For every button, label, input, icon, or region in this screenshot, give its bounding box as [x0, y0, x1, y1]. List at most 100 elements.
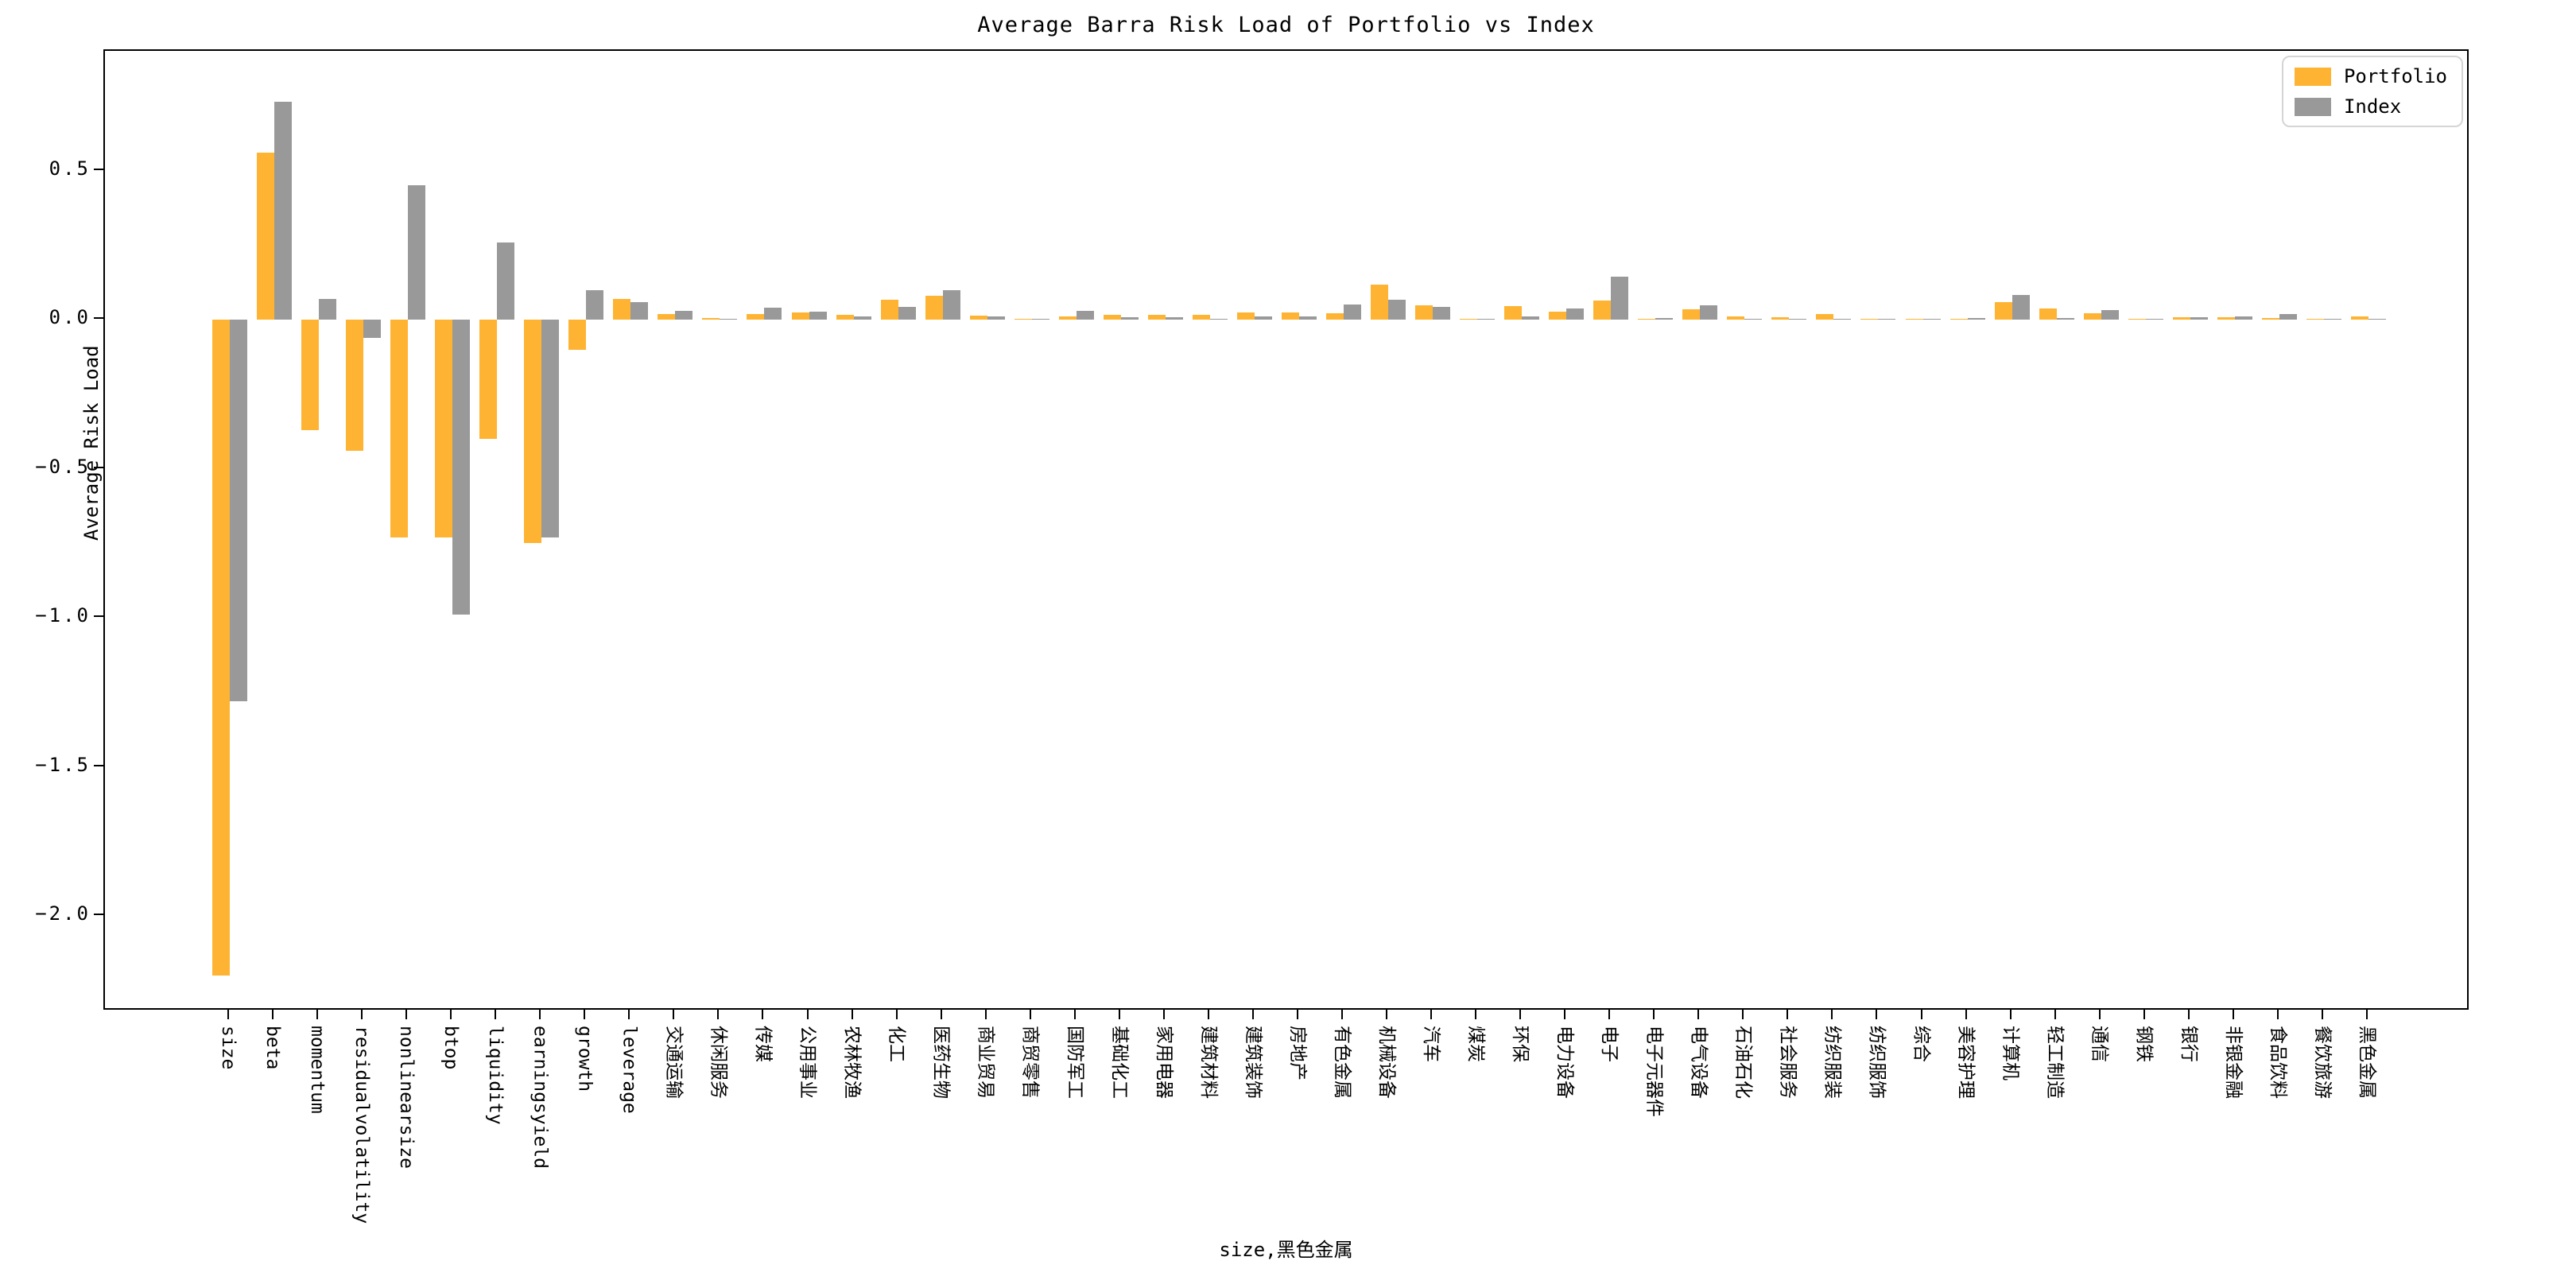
- y-tick-label: −1.5: [35, 753, 91, 776]
- bar-portfolio-10: [658, 313, 676, 320]
- bar-index-38: [1922, 319, 1941, 320]
- x-tick-mark: [762, 1010, 764, 1019]
- bar-portfolio-30: [1549, 311, 1567, 320]
- x-tick-label-48: 黑色金属: [2356, 1026, 2377, 1099]
- bar-portfolio-31: [1593, 301, 1612, 320]
- bar-index-11: [720, 319, 738, 320]
- x-tick-mark: [2187, 1010, 2190, 1019]
- bar-portfolio-24: [1281, 312, 1299, 320]
- x-tick-mark: [316, 1010, 319, 1019]
- bar-portfolio-21: [1147, 314, 1166, 320]
- x-tick-mark: [717, 1010, 720, 1019]
- bar-portfolio-18: [1014, 319, 1032, 320]
- x-tick-mark: [1386, 1010, 1388, 1019]
- bar-index-14: [853, 316, 871, 320]
- x-tick-mark: [1296, 1010, 1298, 1019]
- bar-portfolio-0: [212, 320, 230, 976]
- legend-item: Index: [2294, 95, 2447, 118]
- x-tick-label-39: 美容护理: [1955, 1026, 1977, 1099]
- bar-portfolio-46: [2261, 317, 2279, 320]
- bar-portfolio-23: [1236, 312, 1255, 320]
- x-tick-mark: [405, 1010, 408, 1019]
- x-tick-label-13: 公用事业: [797, 1026, 818, 1099]
- x-tick-label-9: leverage: [619, 1026, 640, 1114]
- bar-index-26: [1388, 299, 1406, 320]
- x-tick-label-42: 通信: [2089, 1026, 2110, 1062]
- bar-portfolio-32: [1638, 319, 1656, 320]
- x-tick-label-38: 综合: [1911, 1026, 1932, 1062]
- bar-index-43: [2145, 319, 2163, 320]
- x-tick-label-29: 环保: [1510, 1026, 1531, 1062]
- bar-portfolio-11: [702, 318, 720, 320]
- bar-portfolio-8: [568, 320, 587, 350]
- x-tick-mark: [984, 1010, 987, 1019]
- bar-portfolio-35: [1771, 317, 1790, 320]
- y-tick-mark: [94, 764, 103, 766]
- bar-portfolio-17: [969, 315, 987, 320]
- bar-portfolio-14: [836, 314, 854, 320]
- y-tick-mark: [94, 914, 103, 915]
- bar-index-21: [1165, 317, 1183, 320]
- x-tick-label-32: 电子元器件: [1643, 1026, 1665, 1117]
- bar-portfolio-45: [2217, 316, 2235, 320]
- bar-portfolio-36: [1816, 314, 1834, 320]
- bar-portfolio-20: [1103, 315, 1121, 320]
- x-tick-mark: [2054, 1010, 2056, 1019]
- x-tick-mark: [1697, 1010, 1700, 1019]
- x-tick-mark: [2232, 1010, 2234, 1019]
- x-axis-label: size,黑色金属: [1219, 1239, 1353, 1261]
- x-tick-label-28: 煤炭: [1465, 1026, 1487, 1062]
- bar-index-27: [1433, 306, 1451, 320]
- bar-index-35: [1789, 319, 1807, 320]
- x-tick-label-0: size: [218, 1026, 239, 1070]
- bar-index-45: [2234, 316, 2252, 320]
- x-tick-mark: [272, 1010, 274, 1019]
- bar-index-17: [987, 316, 1005, 320]
- y-tick-label: 0.5: [48, 157, 91, 180]
- bar-portfolio-28: [1460, 319, 1478, 320]
- bar-index-40: [2012, 294, 2030, 320]
- y-axis-label: Average Risk Load: [80, 345, 103, 541]
- x-tick-mark: [806, 1010, 809, 1019]
- y-tick-label: −0.5: [35, 455, 91, 478]
- x-tick-label-14: 农林牧渔: [841, 1026, 863, 1099]
- x-tick-label-43: 钢铁: [2133, 1026, 2155, 1062]
- x-tick-label-17: 商业贸易: [975, 1026, 996, 1099]
- x-tick-mark: [1029, 1010, 1031, 1019]
- bar-portfolio-16: [925, 296, 943, 320]
- bar-portfolio-48: [2350, 316, 2368, 320]
- x-tick-label-3: residualvolatility: [351, 1026, 373, 1224]
- x-tick-label-26: 机械设备: [1376, 1026, 1398, 1099]
- bar-index-36: [1833, 318, 1852, 320]
- legend-color-patch: [2294, 67, 2331, 86]
- x-tick-label-34: 石油石化: [1732, 1026, 1754, 1099]
- bar-index-12: [764, 308, 782, 320]
- x-tick-mark: [2365, 1010, 2368, 1019]
- bar-portfolio-19: [1058, 316, 1077, 320]
- x-tick-label-11: 休闲服务: [708, 1026, 729, 1099]
- plot-area: [103, 49, 2469, 1010]
- x-tick-label-6: liquidity: [485, 1026, 506, 1125]
- bar-index-29: [1522, 316, 1540, 320]
- x-tick-mark: [2321, 1010, 2323, 1019]
- bar-index-5: [452, 320, 471, 615]
- x-tick-label-10: 交通运输: [663, 1026, 685, 1099]
- bar-portfolio-26: [1371, 285, 1389, 320]
- x-tick-label-40: 计算机: [2000, 1026, 2021, 1080]
- x-tick-label-8: growth: [574, 1026, 596, 1092]
- bar-index-47: [2323, 319, 2341, 320]
- x-tick-label-20: 基础化工: [1108, 1026, 1130, 1099]
- bar-portfolio-1: [257, 153, 275, 320]
- x-tick-label-18: 商贸零售: [1019, 1026, 1041, 1099]
- bar-portfolio-40: [1994, 301, 2012, 320]
- x-tick-label-22: 建筑材料: [1197, 1026, 1219, 1099]
- x-tick-label-2: momentum: [307, 1026, 328, 1114]
- bar-index-30: [1566, 308, 1585, 320]
- x-tick-label-47: 餐饮旅游: [2311, 1026, 2333, 1099]
- x-tick-label-44: 银行: [2178, 1026, 2199, 1062]
- x-tick-mark: [2098, 1010, 2101, 1019]
- bar-portfolio-22: [1192, 314, 1210, 320]
- x-tick-mark: [1876, 1010, 1878, 1019]
- x-tick-mark: [2143, 1010, 2145, 1019]
- bar-portfolio-41: [2039, 308, 2057, 320]
